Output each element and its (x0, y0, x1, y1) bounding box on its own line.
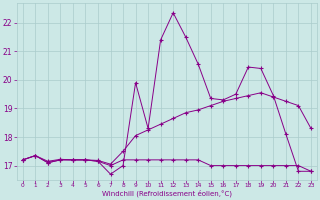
X-axis label: Windchill (Refroidissement éolien,°C): Windchill (Refroidissement éolien,°C) (102, 190, 232, 197)
